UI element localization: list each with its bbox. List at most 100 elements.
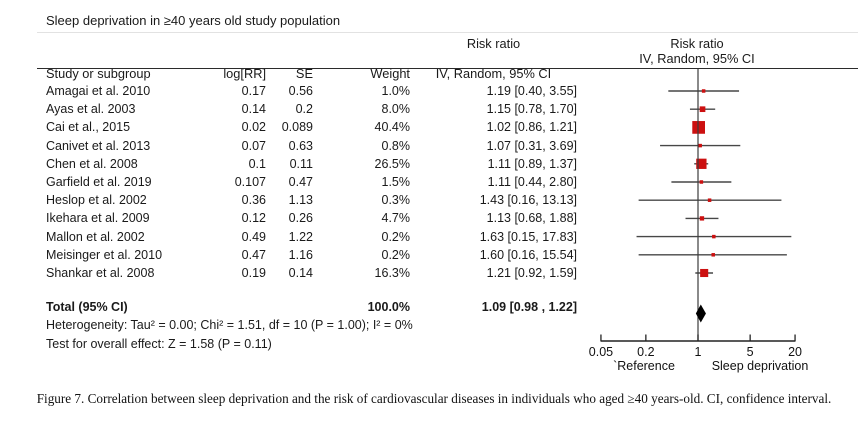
study-name: Meisinger et al. 2010 (46, 247, 163, 262)
risk-ratio-label: Risk ratio (670, 36, 724, 51)
figure-title: Sleep deprivation in ≥40 years old study… (46, 13, 341, 28)
effect-marker (700, 268, 709, 278)
log-rr-value: 0.02 (241, 120, 266, 135)
weight-value: 1.0% (381, 84, 411, 98)
table-row: Cai et al., 2015 0.02 0.089 40.4% 1.02 [0.86… (46, 118, 577, 136)
axis-tick-label: 0.05 (589, 345, 613, 359)
weight-value: 0.3% (381, 193, 411, 208)
column-header-risk-ratio-plot: Risk ratio IV, Random, 95% CI (597, 36, 797, 66)
se-value: 0.63 (288, 138, 313, 153)
weight-value: 4.7% (381, 211, 411, 226)
se-value: 0.11 (289, 156, 313, 171)
se-value: 1.16 (288, 247, 313, 262)
overall-effect-text: Test for overall effect: Z = 1.58 (P = 0… (46, 337, 272, 351)
study-name: Canivet et al. 2013 (46, 138, 151, 153)
log-rr-value: 0.107 (234, 175, 266, 189)
se-value: 0.26 (288, 211, 313, 226)
effect-marker (707, 198, 712, 202)
se-value: 1.13 (288, 193, 313, 208)
table-row: Canivet et al. 2013 0.07 0.63 0.8% 1.07 [0.3… (46, 137, 577, 155)
figure-caption: Figure 7. Correlation between sleep depr… (36, 391, 832, 406)
study-name: Amagai et al. 2010 (46, 84, 151, 98)
weight-value: 1.5% (381, 175, 411, 189)
log-rr-value: 0.1 (248, 156, 266, 171)
effect-marker (701, 89, 706, 93)
ci-value: 1.63 [0.15, 17.83] (479, 229, 577, 244)
effect-marker (699, 106, 706, 113)
log-rr-value: 0.49 (241, 229, 266, 244)
study-name: Shankar et al. 2008 (46, 266, 155, 280)
effect-marker (711, 253, 715, 257)
axis-label-reference: `Reference (613, 359, 675, 373)
risk-ratio-label: Risk ratio (466, 36, 521, 51)
table-row: Ayas et al. 2003 0.14 0.2 8.0% 1.15 [0.78, 1… (46, 100, 577, 118)
axis-tick-label: 20 (788, 345, 802, 359)
se-value: 0.14 (288, 266, 313, 280)
ci-value: 1.60 [0.16, 15.54] (479, 247, 577, 262)
weight-value: 0.8% (381, 138, 411, 153)
study-name: Ayas et al. 2003 (46, 102, 136, 117)
se-value: 0.089 (281, 120, 313, 135)
total-ci: 1.09 [0.98 , 1.22] (481, 300, 577, 314)
table-row: Heslop et al. 2002 0.36 1.13 0.3% 1.43 [0.16… (46, 191, 577, 209)
axis-tick-label: 5 (747, 345, 754, 359)
effect-marker (712, 234, 716, 239)
se-value: 0.56 (288, 84, 313, 98)
weight-value: 0.2% (381, 247, 411, 262)
table-row: Meisinger et al. 2010 0.47 1.16 0.2% 1.60 [0… (46, 246, 577, 264)
table-row: Amagai et al. 2010 0.17 0.56 1.0% 1.19 [0.40… (46, 82, 577, 100)
se-value: 0.2 (295, 102, 313, 117)
study-name: Ikehara et al. 2009 (46, 211, 150, 226)
weight-value: 8.0% (381, 102, 411, 117)
weight-value: 26.5% (374, 156, 410, 171)
total-row: Total (95% CI) 100.0% 1.09 [0.98 , 1.22] (46, 298, 577, 316)
weight-value: 16.3% (374, 266, 410, 280)
column-header-weight: Weight (370, 66, 410, 81)
column-header-risk-ratio-text: Risk ratio IV, Random, 95% CI (410, 36, 577, 81)
column-header-se: SE (295, 66, 313, 81)
table-row: Chen et al. 2008 0.1 0.11 26.5% 1.11 [0.89, … (46, 155, 577, 173)
table-row: Shankar et al. 2008 0.19 0.14 16.3% 1.21 [0.… (46, 264, 577, 282)
effect-marker (698, 143, 702, 148)
table-row: Garfield et al. 2019 0.107 0.47 1.5% 1.11 [0… (46, 173, 577, 191)
log-rr-value: 0.14 (241, 102, 266, 117)
total-weight: 100.0% (367, 300, 410, 314)
se-value: 0.47 (288, 175, 313, 189)
ci-value: 1.02 [0.86, 1.21] (486, 120, 577, 135)
ci-value: 1.21 [0.92, 1.59] (486, 266, 577, 280)
study-name: Garfield et al. 2019 (46, 175, 152, 189)
ci-value: 1.11 [0.44, 2.80] (487, 175, 577, 189)
log-rr-value: 0.17 (241, 84, 266, 98)
column-header-logrr: log[RR] (223, 66, 266, 81)
axis-label-sleep-deprivation: Sleep deprivation (712, 359, 809, 373)
title-separator-line (37, 32, 858, 33)
weight-value: 0.2% (381, 229, 411, 244)
study-name: Mallon et al. 2002 (46, 229, 145, 244)
ci-value: 1.15 [0.78, 1.70] (486, 102, 577, 117)
effect-marker (692, 121, 705, 134)
se-value: 1.22 (288, 229, 313, 244)
ci-method-label: IV, Random, 95% CI (435, 66, 552, 81)
column-header-study: Study or subgroup (46, 66, 151, 81)
log-rr-value: 0.12 (241, 211, 266, 226)
axis-tick-label: 1 (695, 345, 702, 359)
log-rr-value: 0.19 (241, 266, 266, 280)
log-rr-value: 0.47 (241, 247, 266, 262)
total-label: Total (95% CI) (46, 300, 128, 314)
table-row: Mallon et al. 2002 0.49 1.22 0.2% 1.63 [0.15… (46, 228, 577, 246)
study-name: Cai et al., 2015 (46, 120, 131, 135)
ci-value: 1.07 [0.31, 3.69] (486, 138, 577, 153)
log-rr-value: 0.36 (241, 193, 266, 208)
axis-tick-label: 0.2 (637, 345, 654, 359)
column-header-row: Study or subgroup log[RR] SE Weight Risk… (46, 36, 577, 81)
study-name: Chen et al. 2008 (46, 156, 138, 171)
ci-method-label: IV, Random, 95% CI (639, 51, 755, 66)
ci-value: 1.19 [0.40, 3.55] (486, 84, 577, 98)
header-rule-line (37, 68, 858, 69)
log-rr-value: 0.07 (241, 138, 266, 153)
table-row: Ikehara et al. 2009 0.12 0.26 4.7% 1.13 [0.6… (46, 209, 577, 227)
ci-value: 1.13 [0.68, 1.88] (486, 211, 577, 226)
heterogeneity-text: Heterogeneity: Tau² = 0.00; Chi² = 1.51,… (46, 318, 413, 332)
ci-value: 1.11 [0.89, 1.37] (487, 156, 577, 171)
